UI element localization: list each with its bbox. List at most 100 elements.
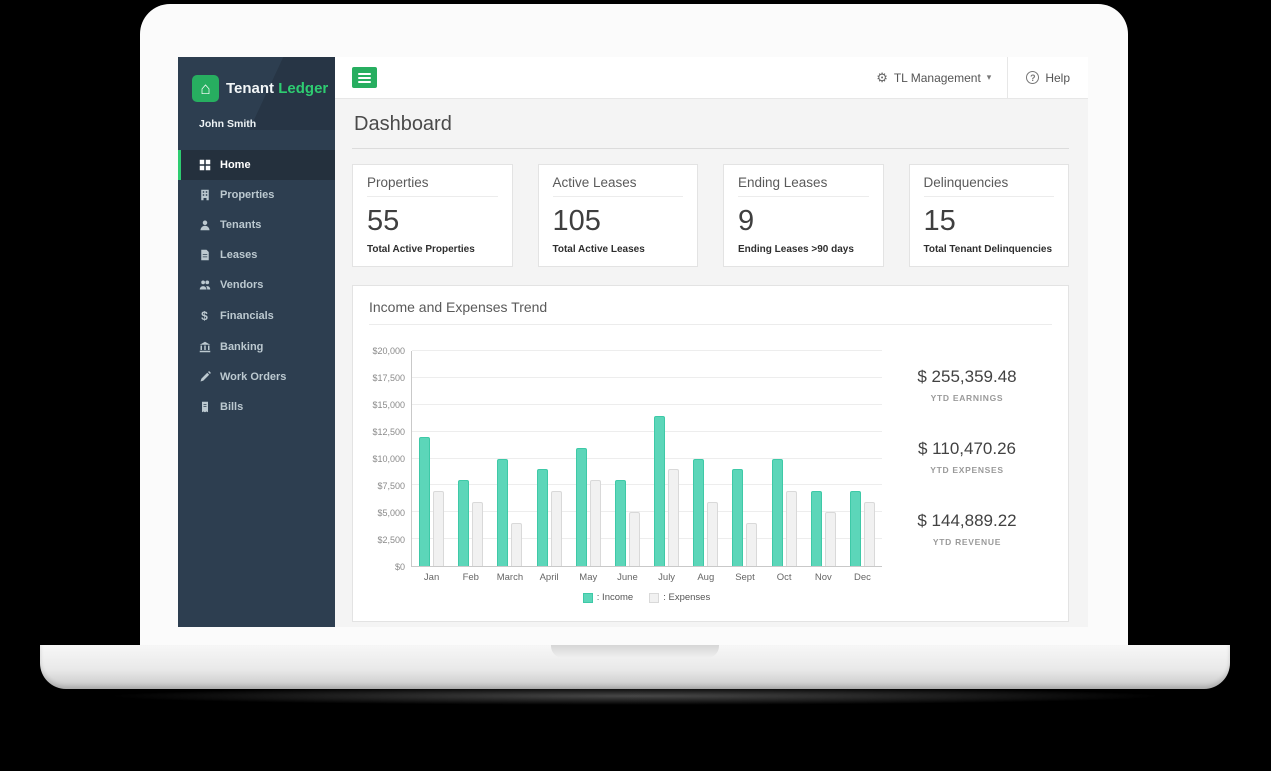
sidebar-item-label: Financials [220,310,274,322]
sidebar-item-work-orders[interactable]: Work Orders [178,362,335,392]
main-area: ⚙ TL Management ▾ ? Help Dashboard Prope… [335,57,1088,627]
income-bar [497,458,509,566]
sidebar-header: ⌂ Tenant Ledger John Smith [178,57,335,130]
stat-caption: Total Active Leases [552,244,645,255]
y-tick-label: $0 [394,562,405,572]
income-bar [654,415,666,566]
help-icon: ? [1026,71,1040,84]
laptop-base [40,645,1230,689]
stat-title: Properties [367,175,498,197]
help-button-label: Help [1045,70,1070,85]
gridline [412,430,882,432]
help-button[interactable]: ? Help [1007,57,1088,98]
expense-bar [824,512,836,566]
y-tick-label: $17,500 [372,373,405,383]
stats-row: Properties 55 Total Active Properties Ac… [352,164,1069,267]
bar-group [608,351,647,566]
chart-card: Income and Expenses Trend $0 $2,500 $5,000… [352,285,1069,622]
sidebar-item-home[interactable]: Home [178,150,335,180]
income-bar [575,447,587,566]
x-tick-label: Jan [423,572,440,583]
sidebar-item-properties[interactable]: Properties [178,180,335,210]
chart: $0 $2,500 $5,000 $7,500 $10,000 $12,500 $15,00… [369,346,882,603]
app-screen: ⌂ Tenant Ledger John Smith Home [178,57,1088,627]
total-value: $ 144,889.22 [917,511,1017,530]
people-icon [198,279,211,291]
laptop-base-notch [551,645,719,658]
x-tick-label: Nov [814,572,832,583]
chart-title: Income and Expenses Trend [369,299,1052,325]
gridline [412,484,882,486]
sidebar-item-label: Tenants [220,219,262,231]
management-dropdown[interactable]: ⚙ TL Management ▾ [860,57,1007,98]
ytd-revenue: $ 144,889.22 YTD REVENUE [917,511,1016,547]
stat-card-active-leases: Active Leases 105 Total Active Leases [537,164,698,267]
x-tick-label: April [539,572,559,583]
gridline [412,376,882,378]
user-name: John Smith [199,118,257,130]
legend-swatch [649,592,660,603]
sidebar-item-label: Banking [220,341,264,353]
expense-bar [668,469,680,566]
sidebar-item-financials[interactable]: $ Financials [178,300,335,332]
y-tick-label: $10,000 [372,454,405,464]
income-bar [693,458,705,566]
stat-value: 15 [923,205,956,237]
sidebar-item-label: Work Orders [220,371,287,383]
stat-value: 9 [738,205,755,237]
sidebar-item-label: Bills [220,401,244,413]
expense-bar [472,501,484,566]
sidebar-item-vendors[interactable]: Vendors [178,270,335,300]
x-tick-label: Dec [854,572,871,583]
stat-caption: Total Active Properties [367,244,475,255]
menu-toggle-button[interactable] [352,67,377,88]
income-bar [614,480,626,566]
y-tick-label: $20,000 [372,346,405,356]
bar-group [647,351,686,566]
x-tick-label: May [579,572,598,583]
grid-icon [198,159,211,171]
gridline [412,350,882,351]
income-bar [732,469,744,566]
page-title: Dashboard [352,103,1069,149]
sidebar-item-bills[interactable]: Bills [178,392,335,422]
sidebar-item-label: Leases [220,249,258,261]
document-icon [198,249,211,261]
expense-bar [707,501,719,566]
brand-name-primary: Tenant [226,80,275,97]
brand-logo: ⌂ Tenant Ledger [192,75,328,102]
expense-bar [863,501,875,566]
income-bar [771,458,783,566]
bar-group [530,351,569,566]
stat-title: Ending Leases [738,175,869,197]
caret-down-icon: ▾ [986,72,992,82]
stat-caption: Ending Leases >90 days [738,244,854,255]
x-tick-label: July [658,572,676,583]
sidebar: ⌂ Tenant Ledger John Smith Home [178,57,335,627]
dollar-icon: $ [201,309,208,323]
bar-group [451,351,490,566]
sidebar-item-tenants[interactable]: Tenants [178,210,335,240]
brand-name-secondary: Ledger [278,80,329,97]
expense-bar [589,480,601,566]
sidebar-item-label: Vendors [220,279,264,291]
chart-area: $0 $2,500 $5,000 $7,500 $10,000 $12,500 $15,00… [372,346,882,603]
chart-row: $0 $2,500 $5,000 $7,500 $10,000 $12,500 $15,00… [369,346,1052,603]
stat-value: 105 [552,205,601,237]
laptop-shadow [105,687,1165,705]
income-bar [419,437,431,566]
income-bar [536,469,548,566]
bar-group [843,351,882,566]
expense-bar [433,490,445,566]
home-logo-icon: ⌂ [192,75,219,102]
expense-bar [628,512,640,566]
expense-bar [785,490,797,566]
x-tick-label: Aug [697,572,715,583]
ytd-expenses: $ 110,470.26 YTD EXPENSES [918,439,1016,475]
sidebar-item-banking[interactable]: Banking [178,332,335,362]
sidebar-item-leases[interactable]: Leases [178,240,335,270]
chart-legend: : Income : Expenses [411,592,882,603]
bar-group [725,351,764,566]
income-bar [849,490,861,566]
x-tick-label: Oct [776,572,792,583]
